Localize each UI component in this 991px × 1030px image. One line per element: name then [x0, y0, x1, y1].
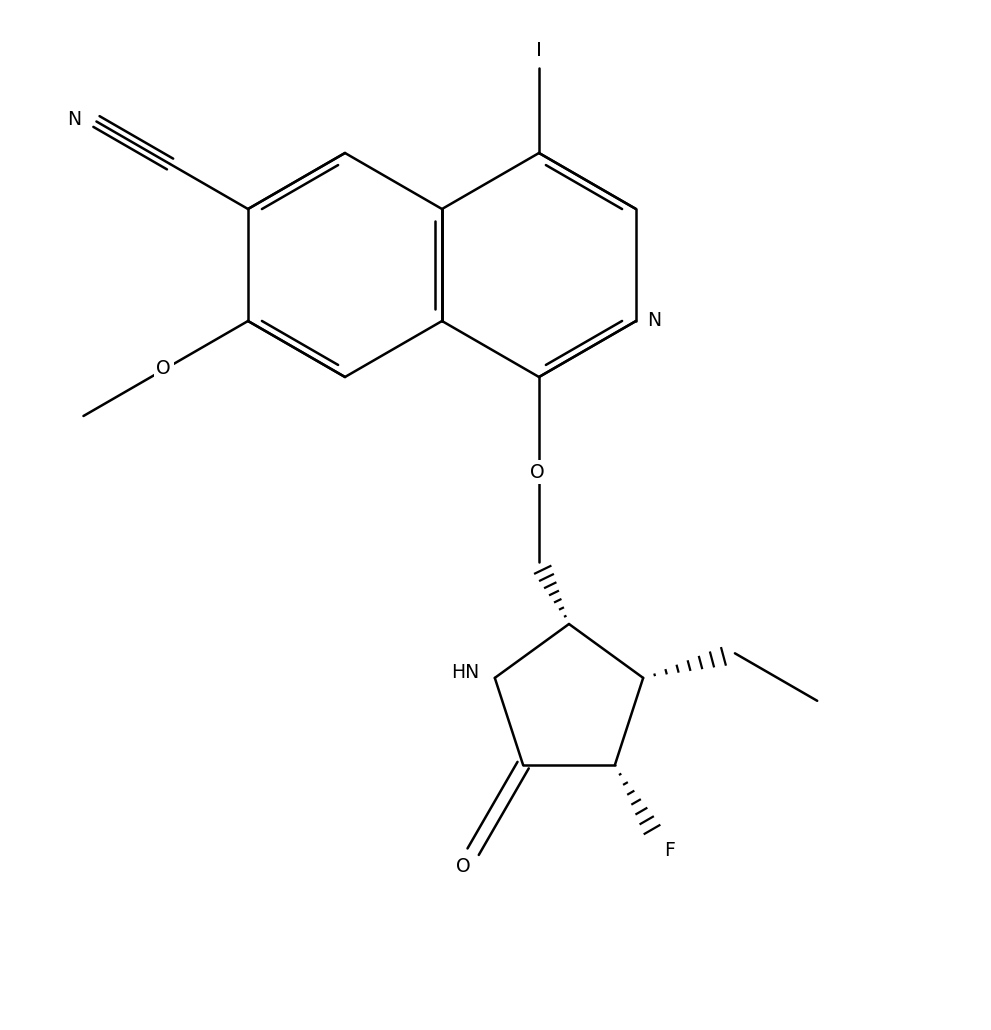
Text: O: O	[456, 857, 471, 877]
Text: N: N	[647, 311, 661, 331]
Text: O: O	[157, 359, 171, 378]
Text: HN: HN	[451, 663, 479, 683]
Text: F: F	[664, 842, 675, 860]
Text: N: N	[67, 110, 81, 129]
Text: O: O	[529, 462, 544, 481]
Text: I: I	[536, 40, 542, 60]
